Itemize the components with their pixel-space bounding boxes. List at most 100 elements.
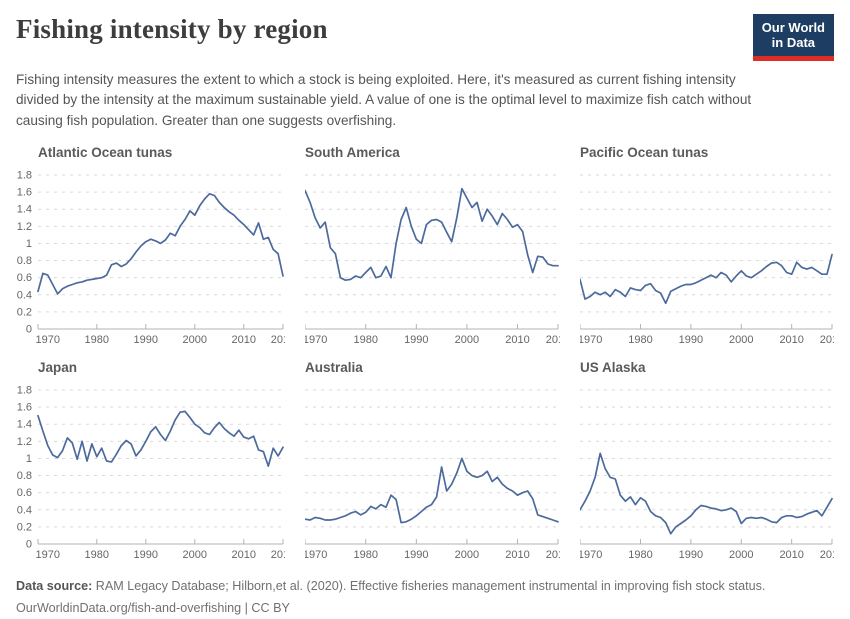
svg-text:1990: 1990	[679, 334, 703, 346]
svg-text:2000: 2000	[729, 549, 753, 561]
svg-text:2018: 2018	[820, 334, 834, 346]
charts-grid: Atlantic Ocean tunas 0 0.2 0.4 0.6 0.8 1 1.2 1.…	[16, 145, 834, 562]
chart-title: US Alaska	[580, 359, 646, 375]
y-axis-labels: 0 0.2 0.4 0.6 0.8 1 1.2 1.4 1.6 1.8	[17, 384, 32, 550]
svg-text:1.8: 1.8	[17, 384, 32, 396]
line-chart-atlantic-ocean-tunas: 0 0.2 0.4 0.6 0.8 1 1.2 1.4 1.6 1.8 1970 1980 1990 20…	[17, 169, 285, 346]
x-axis: 1970 1980 1990 2000 2010 2018	[305, 323, 560, 346]
svg-text:2018: 2018	[271, 549, 285, 561]
svg-text:1.2: 1.2	[17, 221, 32, 233]
svg-text:1.8: 1.8	[17, 169, 32, 181]
svg-text:2010: 2010	[779, 334, 803, 346]
chart-title: South America	[305, 144, 400, 160]
chart-subtitle: Fishing intensity measures the extent to…	[16, 72, 752, 128]
line-chart-australia: 1970 1980 1990 2000 2010 2018	[305, 389, 560, 561]
svg-text:1990: 1990	[404, 549, 428, 561]
series-line	[37, 192, 284, 295]
svg-text:1980: 1980	[353, 334, 377, 346]
svg-text:2010: 2010	[232, 334, 256, 346]
chart-panel-pacific-ocean-tunas: Pacific Ocean tunas 1970 1980 1990 2000 2010…	[580, 145, 834, 347]
gridlines	[580, 174, 832, 313]
svg-text:2000: 2000	[455, 334, 479, 346]
page-title: Fishing intensity by region	[16, 14, 328, 44]
series-line	[37, 410, 284, 467]
svg-text:1990: 1990	[679, 549, 703, 561]
gridlines	[305, 389, 558, 528]
svg-text:2000: 2000	[183, 549, 207, 561]
svg-text:0.4: 0.4	[17, 289, 32, 301]
svg-text:0: 0	[26, 323, 32, 335]
svg-text:2000: 2000	[729, 334, 753, 346]
svg-text:0.4: 0.4	[17, 504, 32, 516]
series-line	[580, 452, 833, 535]
svg-text:1: 1	[26, 238, 32, 250]
svg-text:1990: 1990	[134, 334, 158, 346]
line-chart-japan: 0 0.2 0.4 0.6 0.8 1 1.2 1.4 1.6 1.8 1970 1980 1990 20…	[17, 384, 285, 561]
chart-title: Atlantic Ocean tunas	[38, 144, 173, 160]
chart-title: Pacific Ocean tunas	[580, 144, 709, 160]
svg-text:0.2: 0.2	[17, 521, 32, 533]
svg-text:2010: 2010	[232, 549, 256, 561]
svg-text:1980: 1980	[85, 549, 109, 561]
footer-link-line[interactable]: OurWorldinData.org/fish-and-overfishing …	[16, 600, 290, 615]
line-chart-south-america: 1970 1980 1990 2000 2010 2018	[305, 174, 560, 346]
data-source-label: Data source:	[16, 578, 93, 593]
svg-text:1970: 1970	[36, 549, 60, 561]
gridlines	[38, 389, 283, 528]
svg-text:1.6: 1.6	[17, 401, 32, 413]
svg-text:1970: 1970	[305, 334, 327, 346]
chart-panel-us-alaska: US Alaska 1970 1980 1990 2000 2010 2018	[580, 360, 834, 562]
svg-text:2018: 2018	[820, 549, 834, 561]
svg-text:0: 0	[26, 538, 32, 550]
svg-text:2018: 2018	[546, 334, 560, 346]
x-axis: 1970 1980 1990 2000 2010 2018	[305, 538, 560, 561]
x-axis: 1970 1980 1990 2000 2010 2018	[580, 538, 834, 561]
svg-text:2000: 2000	[183, 334, 207, 346]
x-axis: 1970 1980 1990 2000 2010 2018	[36, 538, 285, 561]
svg-text:2018: 2018	[271, 334, 285, 346]
svg-text:1980: 1980	[628, 549, 652, 561]
header: Fishing intensity by region Our World in…	[16, 12, 834, 62]
owid-logo-line2: in Data	[771, 34, 816, 50]
svg-text:0.6: 0.6	[17, 487, 32, 499]
gridlines	[305, 174, 558, 313]
svg-text:2010: 2010	[505, 334, 529, 346]
chart-panel-japan: Japan 0 0.2 0.4 0.6 0.8 1 1.2 1.4 1.6 1.8 1970 1980…	[16, 360, 285, 562]
chart-title: Japan	[38, 359, 78, 375]
svg-text:1.2: 1.2	[17, 436, 32, 448]
x-axis: 1970 1980 1990 2000 2010 2018	[36, 323, 285, 346]
owid-logo[interactable]: Our World in Data	[752, 14, 834, 62]
svg-text:1970: 1970	[36, 334, 60, 346]
chart-title: Australia	[305, 359, 363, 375]
svg-text:0.2: 0.2	[17, 306, 32, 318]
series-line	[580, 253, 833, 305]
svg-text:1.6: 1.6	[17, 186, 32, 198]
chart-panel-atlantic-ocean-tunas: Atlantic Ocean tunas 0 0.2 0.4 0.6 0.8 1 1.2 1.…	[16, 145, 285, 347]
line-chart-us-alaska: 1970 1980 1990 2000 2010 2018	[580, 389, 834, 561]
svg-text:1.4: 1.4	[17, 204, 32, 216]
svg-text:1970: 1970	[305, 549, 327, 561]
svg-text:2010: 2010	[779, 549, 803, 561]
line-chart-pacific-ocean-tunas: 1970 1980 1990 2000 2010 2018	[580, 174, 834, 346]
owid-logo-line1: Our World	[761, 20, 825, 35]
svg-text:2000: 2000	[455, 549, 479, 561]
chart-panel-south-america: South America 1970 1980 1990 2000 2010 2018	[305, 145, 560, 347]
svg-text:1970: 1970	[580, 334, 602, 346]
chart-panel-australia: Australia 1970 1980 1990 2000 2010 2018	[305, 360, 560, 562]
series-line	[305, 457, 559, 524]
svg-text:1980: 1980	[353, 549, 377, 561]
series-line	[305, 187, 559, 281]
svg-text:0.6: 0.6	[17, 272, 32, 284]
svg-text:1: 1	[26, 453, 32, 465]
svg-text:1990: 1990	[134, 549, 158, 561]
svg-text:1.4: 1.4	[17, 419, 32, 431]
svg-text:2010: 2010	[505, 549, 529, 561]
svg-text:1980: 1980	[85, 334, 109, 346]
svg-text:1980: 1980	[628, 334, 652, 346]
data-source-line: Data source: RAM Legacy Database; Hilbor…	[16, 575, 834, 597]
footer: Data source: RAM Legacy Database; Hilbor…	[16, 575, 834, 619]
y-axis-labels: 0 0.2 0.4 0.6 0.8 1 1.2 1.4 1.6 1.8	[17, 169, 32, 335]
svg-text:1990: 1990	[404, 334, 428, 346]
data-source-text: RAM Legacy Database; Hilborn,et al. (202…	[92, 578, 766, 593]
